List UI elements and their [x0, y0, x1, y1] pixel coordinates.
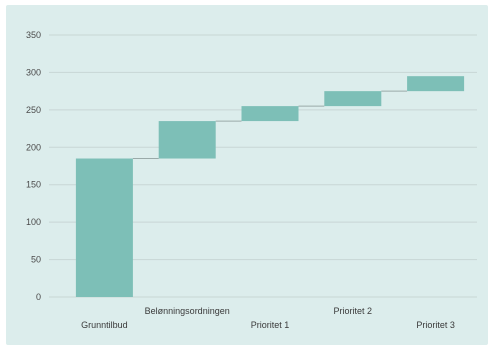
waterfall-bar [158, 121, 216, 159]
waterfall-bar [324, 91, 382, 107]
y-tick-label: 50 [31, 255, 41, 265]
x-category-label: Belønningsordningen [145, 306, 230, 316]
x-category-label: Prioritet 3 [416, 320, 455, 330]
x-category-label: Prioritet 2 [334, 306, 373, 316]
y-tick-label: 100 [26, 217, 41, 227]
y-tick-label: 350 [26, 30, 41, 40]
waterfall-bar [407, 76, 465, 92]
y-tick-label: 250 [26, 105, 41, 115]
x-category-label: Grunntilbud [81, 320, 128, 330]
y-tick-label: 300 [26, 67, 41, 77]
waterfall-bar [241, 106, 299, 122]
y-tick-label: 0 [36, 292, 41, 302]
y-tick-label: 150 [26, 180, 41, 190]
x-category-label: Prioritet 1 [251, 320, 290, 330]
waterfall-bar [75, 158, 133, 297]
y-tick-label: 200 [26, 142, 41, 152]
